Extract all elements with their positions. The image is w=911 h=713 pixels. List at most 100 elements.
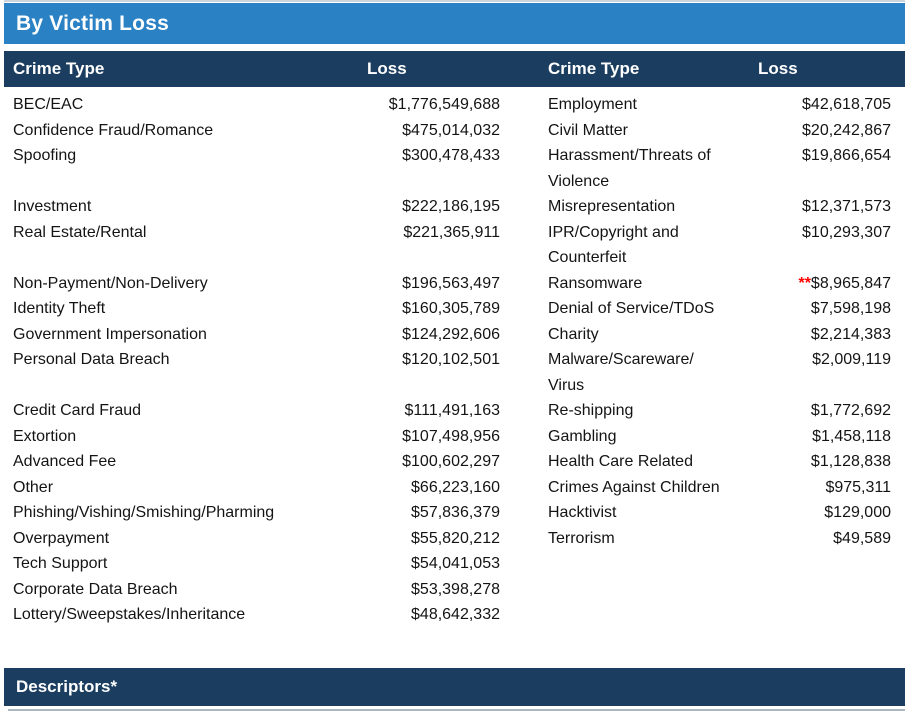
loss-cell-right: $2,009,119 — [812, 351, 891, 368]
loss-cell-left: $124,292,606 — [402, 325, 500, 343]
crime-type-cell-right: Misrepresentation — [548, 198, 676, 215]
loss-cell-right: $1,128,838 — [810, 453, 891, 470]
crime-type-cell-right — [512, 551, 746, 577]
crime-type-cell-right: Malware/Scareware/ Virus — [548, 351, 694, 394]
loss-cell-left: $107,498,956 — [402, 427, 500, 445]
crime-type-cell-left: Confidence Fraud/Romance — [13, 121, 214, 139]
crime-type-cell-left: Personal Data Breach — [13, 351, 170, 368]
loss-cell-left: $160,305,789 — [402, 300, 500, 317]
loss-cell-left: $475,014,032 — [402, 121, 500, 139]
crime-type-cell-right — [512, 602, 746, 628]
column-header-loss-left: Loss — [367, 59, 407, 78]
crime-type-cell-right: Charity — [548, 325, 599, 343]
table-row: Advanced Fee $100,602,297 Health Care Rela… — [4, 449, 905, 475]
column-header-crime-type-left: Crime Type — [13, 59, 105, 78]
crime-type-cell-right: Hacktivist — [548, 504, 617, 521]
table-row: Lottery/Sweepstakes/Inheritance $48,642,3… — [4, 602, 905, 628]
table-row: Tech Support $54,041,053 — [4, 551, 905, 577]
crime-type-cell-right: Ransomware — [548, 274, 643, 292]
loss-cell-left: $1,776,549,688 — [388, 96, 500, 113]
table-row: Government Impersonation $124,292,606 Char… — [4, 322, 905, 348]
crime-type-cell-left: Identity Theft — [13, 300, 106, 317]
loss-cell-right: $49,589 — [833, 529, 891, 547]
crime-type-cell-right: Civil Matter — [548, 121, 629, 139]
table-row: Phishing/Vishing/Smishing/Pharming $57,83… — [4, 500, 905, 526]
loss-cell-left: $55,820,212 — [411, 529, 500, 547]
victim-loss-table: BEC/EAC $1,776,549,688 Employment $42,618,7… — [4, 87, 905, 628]
crime-type-cell-right: Denial of Service/TDoS — [548, 300, 715, 317]
loss-cell-left: $111,491,163 — [404, 402, 501, 419]
page-bottom-divider — [8, 709, 905, 711]
descriptors-section-bar: Descriptors* — [4, 668, 905, 706]
loss-cell-right: $2,214,383 — [810, 325, 891, 343]
crime-type-cell-left: BEC/EAC — [13, 96, 84, 113]
loss-cell-right — [746, 602, 905, 628]
table-row: Other $66,223,160 Crimes Against Children $… — [4, 475, 905, 501]
section-title-bar: By Victim Loss — [4, 3, 905, 44]
crime-type-cell-left: Real Estate/Rental — [13, 223, 147, 241]
loss-cell-left: $66,223,160 — [411, 478, 500, 496]
crime-type-cell-right: Harassment/Threats of Violence — [548, 147, 711, 190]
crime-type-cell-left: Lottery/Sweepstakes/Inheritance — [13, 606, 246, 623]
table-row: BEC/EAC $1,776,549,688 Employment $42,618,7… — [4, 92, 905, 118]
loss-cell-right: $42,618,705 — [802, 96, 891, 113]
loss-cell-right: $20,242,867 — [802, 121, 891, 139]
crime-type-cell-left: Credit Card Fraud — [13, 402, 142, 419]
crime-type-cell-right: Gambling — [548, 427, 617, 445]
crime-type-cell-left: Advanced Fee — [13, 453, 117, 470]
loss-cell-left: $120,102,501 — [402, 351, 500, 368]
table-row: Overpayment $55,820,212 Terrorism $49,589 — [4, 526, 905, 552]
crime-type-cell-left: Spoofing — [13, 147, 77, 164]
loss-cell-left: $53,398,278 — [411, 580, 500, 598]
table-row: Investment $222,186,195 Misrepresentation $… — [4, 194, 905, 220]
crime-type-cell-left: Other — [13, 478, 54, 496]
table-header-row: Crime Type Loss Crime Type Loss — [4, 51, 905, 87]
loss-cell-right: $1,772,692 — [810, 402, 891, 419]
loss-cell-left: $222,186,195 — [402, 198, 500, 215]
table-row: Identity Theft $160,305,789 Denial of Serv… — [4, 296, 905, 322]
crime-type-cell-left: Non-Payment/Non-Delivery — [13, 274, 208, 292]
footnote-marker: ** — [798, 274, 811, 292]
loss-cell-left: $48,642,332 — [411, 606, 500, 623]
loss-cell-left: $221,365,911 — [403, 223, 500, 241]
loss-cell-right — [746, 577, 905, 603]
table-row: Confidence Fraud/Romance $475,014,032 Civi… — [4, 118, 905, 144]
crime-type-cell-right: Employment — [548, 96, 637, 113]
table-row: Real Estate/Rental $221,365,911 IPR/Copyri… — [4, 220, 905, 271]
crime-type-cell-right: IPR/Copyright and Counterfeit — [548, 223, 679, 267]
loss-cell-right: $10,293,307 — [802, 223, 891, 241]
loss-cell-left: $300,478,433 — [402, 147, 500, 164]
crime-type-cell-left: Investment — [13, 198, 92, 215]
loss-cell-right: $7,598,198 — [810, 300, 891, 317]
crime-type-cell-right: Re-shipping — [548, 402, 634, 419]
section-title: By Victim Loss — [16, 11, 169, 35]
loss-cell-left: $54,041,053 — [411, 555, 500, 572]
table-row: Personal Data Breach $120,102,501 Malware/… — [4, 347, 905, 398]
crime-type-cell-left: Phishing/Vishing/Smishing/Pharming — [13, 504, 275, 521]
table-row: Credit Card Fraud $111,491,163 Re-shipping… — [4, 398, 905, 424]
crime-type-cell-right: Terrorism — [548, 529, 615, 547]
loss-cell-right: $975,311 — [825, 478, 891, 496]
crime-type-cell-left: Tech Support — [13, 555, 108, 572]
crime-type-cell-left: Overpayment — [13, 529, 110, 547]
loss-cell-right: $129,000 — [824, 504, 891, 521]
loss-cell-right: $1,458,118 — [812, 427, 891, 445]
table-row: Non-Payment/Non-Delivery $196,563,497 Rans… — [4, 271, 905, 297]
table-row: Spoofing $300,478,433 Harassment/Threats o… — [4, 143, 905, 194]
loss-cell-right: $12,371,573 — [802, 198, 891, 215]
loss-cell-left: $196,563,497 — [402, 274, 500, 292]
loss-cell-right: **$8,965,847 — [798, 274, 891, 292]
crime-type-cell-left: Corporate Data Breach — [13, 580, 178, 598]
loss-cell-right — [746, 551, 905, 577]
page-top-divider — [4, 0, 905, 2]
table-row: Extortion $107,498,956 Gambling $1,458,118 — [4, 424, 905, 450]
column-header-loss-right: Loss — [758, 59, 798, 78]
column-header-crime-type-right: Crime Type — [548, 59, 640, 78]
crime-type-cell-right: Health Care Related — [548, 453, 693, 470]
crime-type-cell-right — [512, 577, 746, 603]
table-row: Corporate Data Breach $53,398,278 — [4, 577, 905, 603]
loss-cell-right: $19,866,654 — [802, 147, 891, 164]
crime-type-cell-left: Extortion — [13, 427, 77, 445]
loss-cell-left: $100,602,297 — [402, 453, 500, 470]
